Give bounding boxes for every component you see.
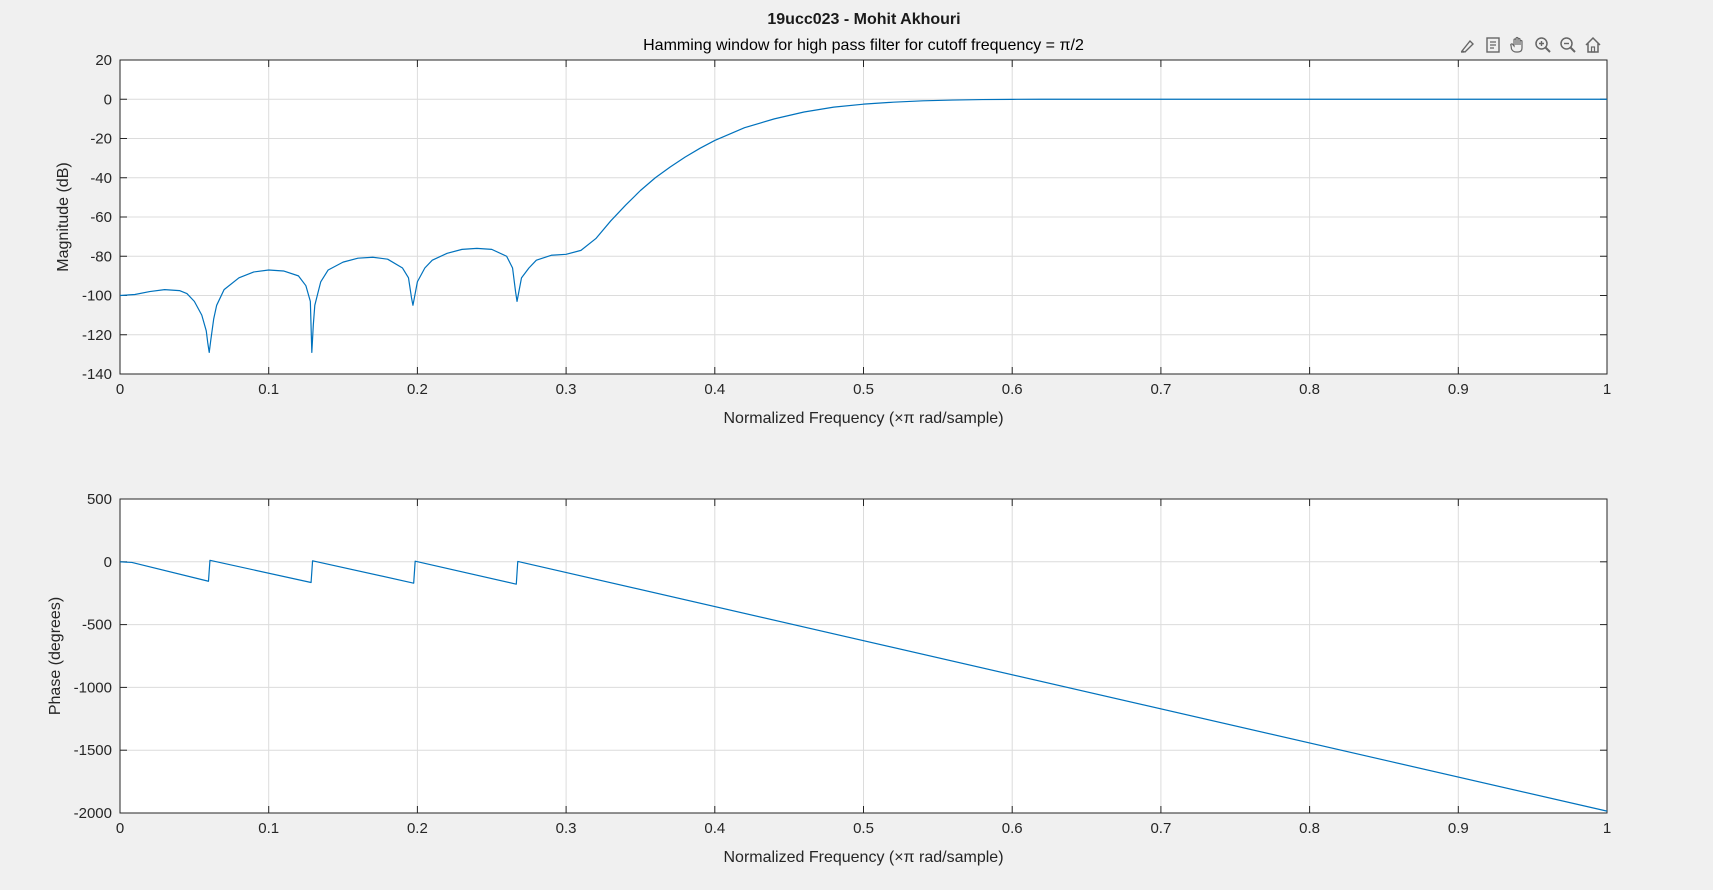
pan-icon[interactable]: [1506, 34, 1529, 57]
phase-x-tick-label: 0.2: [407, 820, 428, 837]
magnitude-x-tick-label: 0.3: [556, 381, 577, 398]
phase-y-tick-label: -1500: [74, 742, 112, 759]
magnitude-y-tick-label: -140: [82, 366, 112, 383]
magnitude-series-line[interactable]: [119, 98, 1607, 354]
figure-suptitle: 19ucc023 - Mohit Akhouri: [767, 11, 960, 28]
phase-x-tick-label: 0.8: [1299, 820, 1320, 837]
home-icon[interactable]: [1581, 34, 1604, 57]
magnitude-x-tick-label: 0.2: [407, 381, 428, 398]
phase-y-tick-label: 0: [104, 554, 112, 571]
magnitude-y-tick-label: 20: [95, 52, 112, 69]
zoom-in-icon[interactable]: [1531, 34, 1554, 57]
magnitude-y-tick-label: 0: [104, 91, 112, 108]
phase-x-tick-label: 0.5: [853, 820, 874, 837]
phase-x-tick-label: 0.6: [1002, 820, 1023, 837]
phase-x-tick-label: 0.3: [556, 820, 577, 837]
magnitude-y-axis-label: Magnitude (dB): [55, 162, 72, 271]
phase-y-tick-label: 500: [87, 491, 112, 508]
magnitude-x-tick-label: 0.9: [1448, 381, 1469, 398]
phase-series-line[interactable]: [119, 559, 1608, 812]
phase-y-axis-label: Phase (degrees): [47, 597, 64, 715]
magnitude-y-tick-label: -60: [90, 209, 112, 226]
magnitude-y-tick-label: -80: [90, 248, 112, 265]
magnitude-x-axis-label: Normalized Frequency (×π rad/sample): [723, 410, 1003, 427]
phase-x-tick-label: 0.9: [1448, 820, 1469, 837]
magnitude-y-tick-label: -120: [82, 327, 112, 344]
datatip-icon[interactable]: [1481, 34, 1504, 57]
magnitude-x-tick-label: 0.5: [853, 381, 874, 398]
phase-y-tick-label: -2000: [74, 805, 112, 822]
magnitude-x-tick-label: 0.8: [1299, 381, 1320, 398]
magnitude-x-tick-label: 0.7: [1150, 381, 1171, 398]
brush-icon[interactable]: [1456, 34, 1479, 57]
phase-axes[interactable]: 0 0.1 0.2 0.3 0.4 0.5 0.6 0.7 0.8 0.9 1 500 0 -500 -10…: [47, 491, 1611, 866]
magnitude-x-tick-label: 0.6: [1002, 381, 1023, 398]
magnitude-x-tick-label: 0.4: [704, 381, 725, 398]
zoom-out-icon[interactable]: [1556, 34, 1579, 57]
axes-toolbar: [1456, 30, 1604, 60]
phase-x-tick-label: 0: [116, 820, 124, 837]
magnitude-x-tick-label: 1: [1603, 381, 1611, 398]
magnitude-x-tick-label: 0.1: [258, 381, 279, 398]
magnitude-x-tick-label: 0: [116, 381, 124, 398]
magnitude-axes[interactable]: 0 0.1 0.2 0.3 0.4 0.5 0.6 0.7 0.8 0.9 1 20 0 -20 -40 -6…: [55, 37, 1611, 427]
phase-x-tick-label: 0.4: [704, 820, 725, 837]
phase-y-tick-label: -1000: [74, 679, 112, 696]
magnitude-y-tick-label: -40: [90, 170, 112, 187]
magnitude-y-tick-label: -20: [90, 131, 112, 148]
phase-x-axis-label: Normalized Frequency (×π rad/sample): [723, 849, 1003, 866]
phase-y-tick-label: -500: [82, 617, 112, 634]
phase-x-tick-label: 0.1: [258, 820, 279, 837]
phase-x-tick-label: 1: [1603, 820, 1611, 837]
magnitude-y-tick-label: -100: [82, 288, 112, 305]
magnitude-axes-title: Hamming window for high pass filter for …: [643, 37, 1084, 54]
phase-x-tick-label: 0.7: [1150, 820, 1171, 837]
